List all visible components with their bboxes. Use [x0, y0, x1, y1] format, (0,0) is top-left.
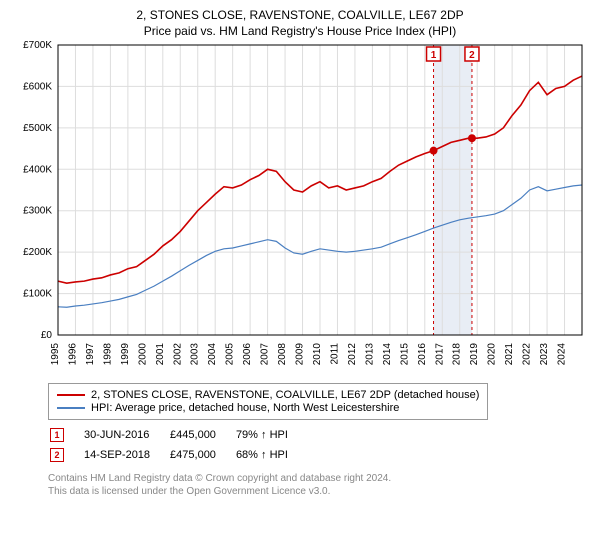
- chart-container: 2, STONES CLOSE, RAVENSTONE, COALVILLE, …: [8, 8, 592, 498]
- legend: 2, STONES CLOSE, RAVENSTONE, COALVILLE, …: [48, 383, 488, 420]
- svg-text:2: 2: [469, 50, 475, 61]
- svg-text:2018: 2018: [452, 343, 463, 366]
- title-line-2: Price paid vs. HM Land Registry's House …: [8, 24, 592, 40]
- marker-row-1: 1 30-JUN-2016 £445,000 79% ↑ HPI: [50, 426, 306, 444]
- svg-text:£500K: £500K: [23, 123, 52, 134]
- footer: Contains HM Land Registry data © Crown c…: [48, 472, 592, 498]
- svg-text:2021: 2021: [504, 343, 515, 366]
- marker-table: 1 30-JUN-2016 £445,000 79% ↑ HPI 2 14-SE…: [48, 424, 308, 466]
- footer-line-2: This data is licensed under the Open Gov…: [48, 485, 592, 498]
- svg-text:£400K: £400K: [23, 164, 52, 175]
- svg-text:1999: 1999: [120, 343, 131, 366]
- svg-text:2005: 2005: [225, 343, 236, 366]
- svg-text:1998: 1998: [102, 343, 113, 366]
- svg-text:2017: 2017: [434, 343, 445, 366]
- svg-text:2000: 2000: [137, 343, 148, 366]
- svg-text:2023: 2023: [539, 343, 550, 366]
- svg-text:2020: 2020: [487, 343, 498, 366]
- svg-text:£600K: £600K: [23, 82, 52, 93]
- svg-text:£200K: £200K: [23, 247, 52, 258]
- svg-text:2008: 2008: [277, 343, 288, 366]
- marker-pct-1: 79% ↑ HPI: [236, 426, 306, 444]
- marker-date-1: 30-JUN-2016: [84, 426, 168, 444]
- price-chart: £0 £100K £200K £300K £400K £500K £600K £700K 199…: [8, 39, 592, 379]
- legend-label-hpi: HPI: Average price, detached house, Nort…: [91, 402, 399, 414]
- legend-row-hpi: HPI: Average price, detached house, Nort…: [57, 402, 479, 414]
- svg-text:1997: 1997: [85, 343, 96, 366]
- marker-pct-2: 68% ↑ HPI: [236, 446, 306, 464]
- svg-text:2003: 2003: [190, 343, 201, 366]
- svg-text:2002: 2002: [172, 343, 183, 366]
- marker-date-2: 14-SEP-2018: [84, 446, 168, 464]
- svg-text:1995: 1995: [50, 343, 61, 366]
- marker-badge-2: 2: [50, 448, 64, 462]
- svg-text:2010: 2010: [312, 343, 323, 366]
- legend-label-property: 2, STONES CLOSE, RAVENSTONE, COALVILLE, …: [91, 389, 479, 401]
- svg-text:2013: 2013: [364, 343, 375, 366]
- svg-text:1: 1: [431, 50, 437, 61]
- svg-text:2011: 2011: [329, 343, 340, 365]
- svg-text:£100K: £100K: [23, 289, 52, 300]
- svg-text:2016: 2016: [417, 343, 428, 366]
- marker-price-1: £445,000: [170, 426, 234, 444]
- footer-line-1: Contains HM Land Registry data © Crown c…: [48, 472, 592, 485]
- svg-text:£0: £0: [41, 330, 53, 341]
- svg-text:2014: 2014: [382, 343, 393, 366]
- marker-row-2: 2 14-SEP-2018 £475,000 68% ↑ HPI: [50, 446, 306, 464]
- svg-text:2019: 2019: [469, 343, 480, 366]
- legend-swatch-hpi: [57, 407, 85, 409]
- title-line-1: 2, STONES CLOSE, RAVENSTONE, COALVILLE, …: [8, 8, 592, 24]
- marker-badge-1: 1: [50, 428, 64, 442]
- marker-price-2: £475,000: [170, 446, 234, 464]
- legend-swatch-property: [57, 394, 85, 396]
- svg-text:2009: 2009: [295, 343, 306, 366]
- svg-text:£700K: £700K: [23, 40, 52, 51]
- svg-text:2022: 2022: [522, 343, 533, 366]
- svg-text:2024: 2024: [557, 343, 568, 366]
- svg-text:2004: 2004: [207, 343, 218, 366]
- svg-text:£300K: £300K: [23, 206, 52, 217]
- svg-text:1996: 1996: [67, 343, 78, 366]
- svg-text:2007: 2007: [260, 343, 271, 366]
- legend-row-property: 2, STONES CLOSE, RAVENSTONE, COALVILLE, …: [57, 389, 479, 401]
- svg-text:2006: 2006: [242, 343, 253, 366]
- svg-text:2012: 2012: [347, 343, 358, 366]
- svg-text:2015: 2015: [399, 343, 410, 366]
- svg-text:2001: 2001: [155, 343, 166, 366]
